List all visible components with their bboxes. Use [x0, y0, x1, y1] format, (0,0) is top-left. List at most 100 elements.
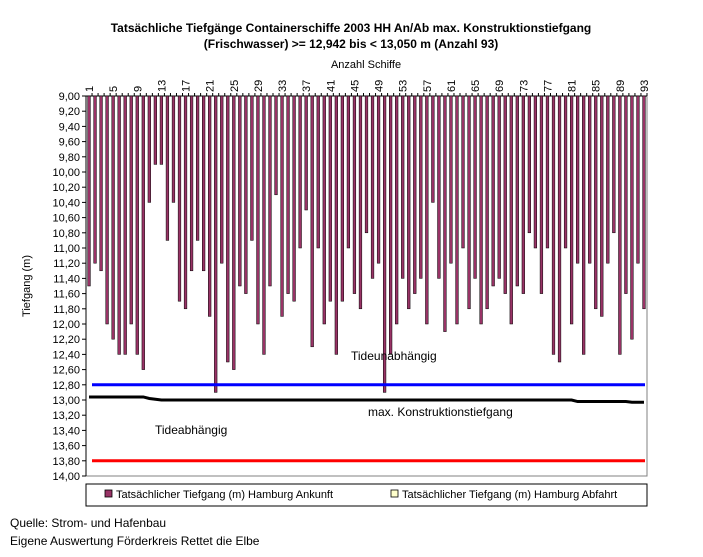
bar-ankunft [262, 95, 266, 355]
x-tick-label: 53 [398, 80, 410, 92]
bar-ankunft [509, 95, 513, 325]
legend-swatch-abfahrt [390, 489, 399, 498]
y-tick-label: 9,80 [59, 152, 80, 164]
x-tick-label: 17 [181, 80, 193, 92]
bar-ankunft [280, 95, 284, 317]
y-tick-label: 12,00 [52, 319, 80, 331]
bar-ankunft [376, 95, 381, 264]
bar-ankunft [370, 95, 375, 279]
bar-ankunft [407, 95, 411, 310]
bar-ankunft [358, 95, 363, 310]
x-tick-label: 73 [518, 80, 530, 92]
y-tick-label: 10,60 [52, 213, 80, 225]
bar-ankunft [238, 95, 242, 287]
bar-ankunft [214, 95, 218, 393]
bar-ankunft [256, 95, 260, 325]
bar-ankunft [153, 95, 157, 165]
y-tick-label: 12,20 [52, 334, 80, 346]
bar-ankunft [461, 95, 465, 249]
x-tick-label: 33 [277, 80, 289, 92]
bar-ankunft [395, 95, 399, 325]
y-tick-label: 13,00 [52, 395, 80, 407]
bar-ankunft [642, 95, 646, 310]
x-tick-label: 25 [229, 80, 241, 92]
bar-ankunft [569, 95, 574, 325]
bar-ankunft [630, 95, 634, 340]
bar-ankunft [497, 95, 501, 279]
bar-ankunft [220, 95, 224, 264]
y-tick-label: 12,60 [52, 365, 80, 377]
bar-ankunft [208, 95, 212, 317]
bar-ankunft [99, 95, 103, 272]
bar-ankunft [443, 95, 447, 332]
x-tick-label: 13 [156, 80, 168, 92]
y-tick-label: 11,20 [53, 258, 80, 270]
y-tick-label: 10,00 [52, 167, 80, 179]
bar-ankunft [165, 95, 170, 241]
bar-ankunft [334, 95, 338, 355]
y-tick-label: 12,40 [52, 349, 80, 361]
y-tick-label: 13,20 [52, 410, 80, 422]
bar-ankunft [292, 95, 296, 302]
bar-ankunft [183, 95, 188, 310]
bar-ankunft [582, 95, 586, 355]
bar-ankunft [557, 95, 562, 363]
bar-ankunft [419, 95, 423, 279]
bar-ankunft [93, 95, 97, 264]
y-tick-label: 10,20 [52, 182, 80, 194]
x-tick-label: 85 [591, 80, 603, 92]
y-tick-label: 14,00 [52, 471, 80, 483]
design-draft-line [89, 395, 644, 404]
bar-ankunft [274, 95, 278, 196]
bar-ankunft [449, 95, 453, 264]
bar-ankunft [340, 95, 344, 302]
bar-ankunft [352, 95, 357, 294]
x-tick-label: 37 [301, 80, 313, 92]
x-tick-label: 49 [374, 80, 386, 92]
y-tick-label: 13,60 [52, 441, 80, 453]
x-tick-label: 81 [567, 80, 579, 92]
bar-ankunft [545, 95, 550, 249]
bar-ankunft [123, 95, 127, 355]
annotation-tideunabhaengig: Tideunabhängig [351, 349, 437, 363]
x-axis-label: Anzahl Schiffe [331, 59, 401, 71]
bar-ankunft [594, 95, 598, 310]
bar-ankunft [521, 95, 525, 294]
bar-ankunft [346, 95, 351, 249]
source-line2: Eigene Auswertung Förderkreis Rettet die… [10, 534, 260, 548]
chart-title-line2: (Frischwasser) >= 12,942 bis < 13,050 m … [204, 37, 499, 51]
legend: Tatsächlicher Tiefgang (m) Hamburg Ankun… [85, 483, 648, 507]
y-tick-label: 12,80 [52, 380, 80, 392]
bar-ankunft [382, 95, 387, 393]
bar-ankunft [527, 95, 531, 234]
bar-ankunft [455, 95, 459, 325]
bar-ankunft [328, 95, 332, 302]
chart: Tatsächliche Tiefgänge Containerschiffe … [21, 21, 651, 507]
source-line1: Quelle: Strom- und Hafenbau [10, 516, 167, 530]
legend-swatch-ankunft [104, 489, 113, 498]
bar-ankunft [159, 95, 164, 165]
y-tick-label: 13,80 [52, 456, 80, 468]
bar-ankunft [268, 95, 272, 287]
bar-ankunft [563, 95, 568, 249]
bar-ankunft [600, 95, 604, 317]
bar-ankunft [606, 95, 610, 264]
bar-ankunft [286, 95, 290, 294]
bar-ankunft [539, 95, 544, 294]
bar-ankunft [473, 95, 477, 279]
x-tick-label: 77 [542, 80, 554, 92]
annotation-konstruktionstiefgang: max. Konstruktionstiefgang [368, 405, 513, 419]
bar-ankunft [636, 95, 640, 264]
chart-title-line1: Tatsächliche Tiefgänge Containerschiffe … [111, 21, 592, 35]
bar-ankunft [533, 95, 538, 249]
y-tick-label: 9,20 [59, 106, 80, 118]
bar-ankunft [401, 95, 405, 279]
bar-ankunft [105, 95, 109, 325]
bar-ankunft [588, 95, 592, 264]
bar-ankunft [479, 95, 483, 325]
bar-ankunft [244, 95, 248, 294]
bar-ankunft [141, 95, 145, 370]
bar-ankunft [503, 95, 507, 294]
y-tick-label: 13,40 [52, 425, 80, 437]
bar-ankunft [467, 95, 471, 310]
